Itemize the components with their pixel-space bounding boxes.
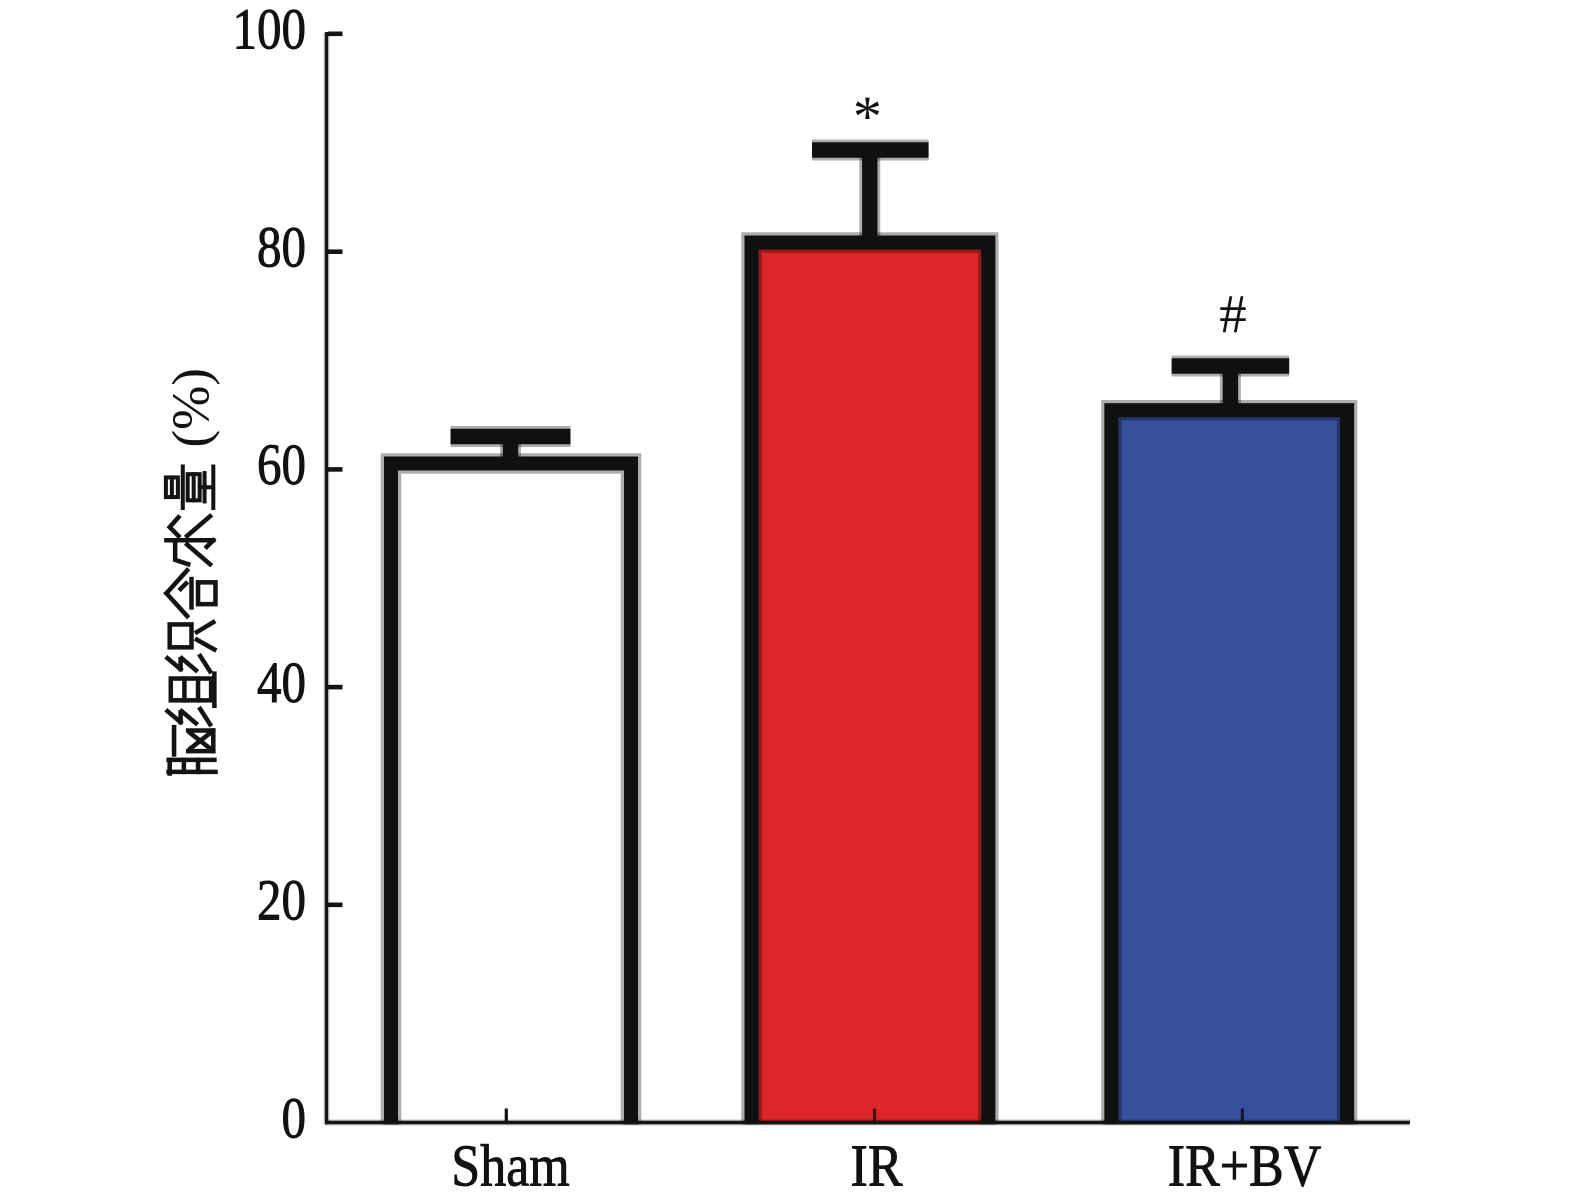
svg-text:#: # — [1219, 284, 1247, 345]
svg-text:20: 20 — [257, 868, 306, 933]
svg-text:(%): (%) — [163, 368, 221, 447]
svg-text:80: 80 — [257, 215, 306, 280]
svg-text:60: 60 — [257, 432, 306, 497]
svg-text:IR: IR — [851, 1133, 904, 1199]
svg-text:100: 100 — [233, 0, 306, 62]
svg-text:*: * — [853, 84, 882, 149]
svg-text:0: 0 — [281, 1086, 306, 1151]
svg-text:40: 40 — [257, 650, 306, 715]
svg-text:Sham: Sham — [451, 1133, 569, 1199]
svg-text:IR+BV: IR+BV — [1168, 1133, 1322, 1199]
